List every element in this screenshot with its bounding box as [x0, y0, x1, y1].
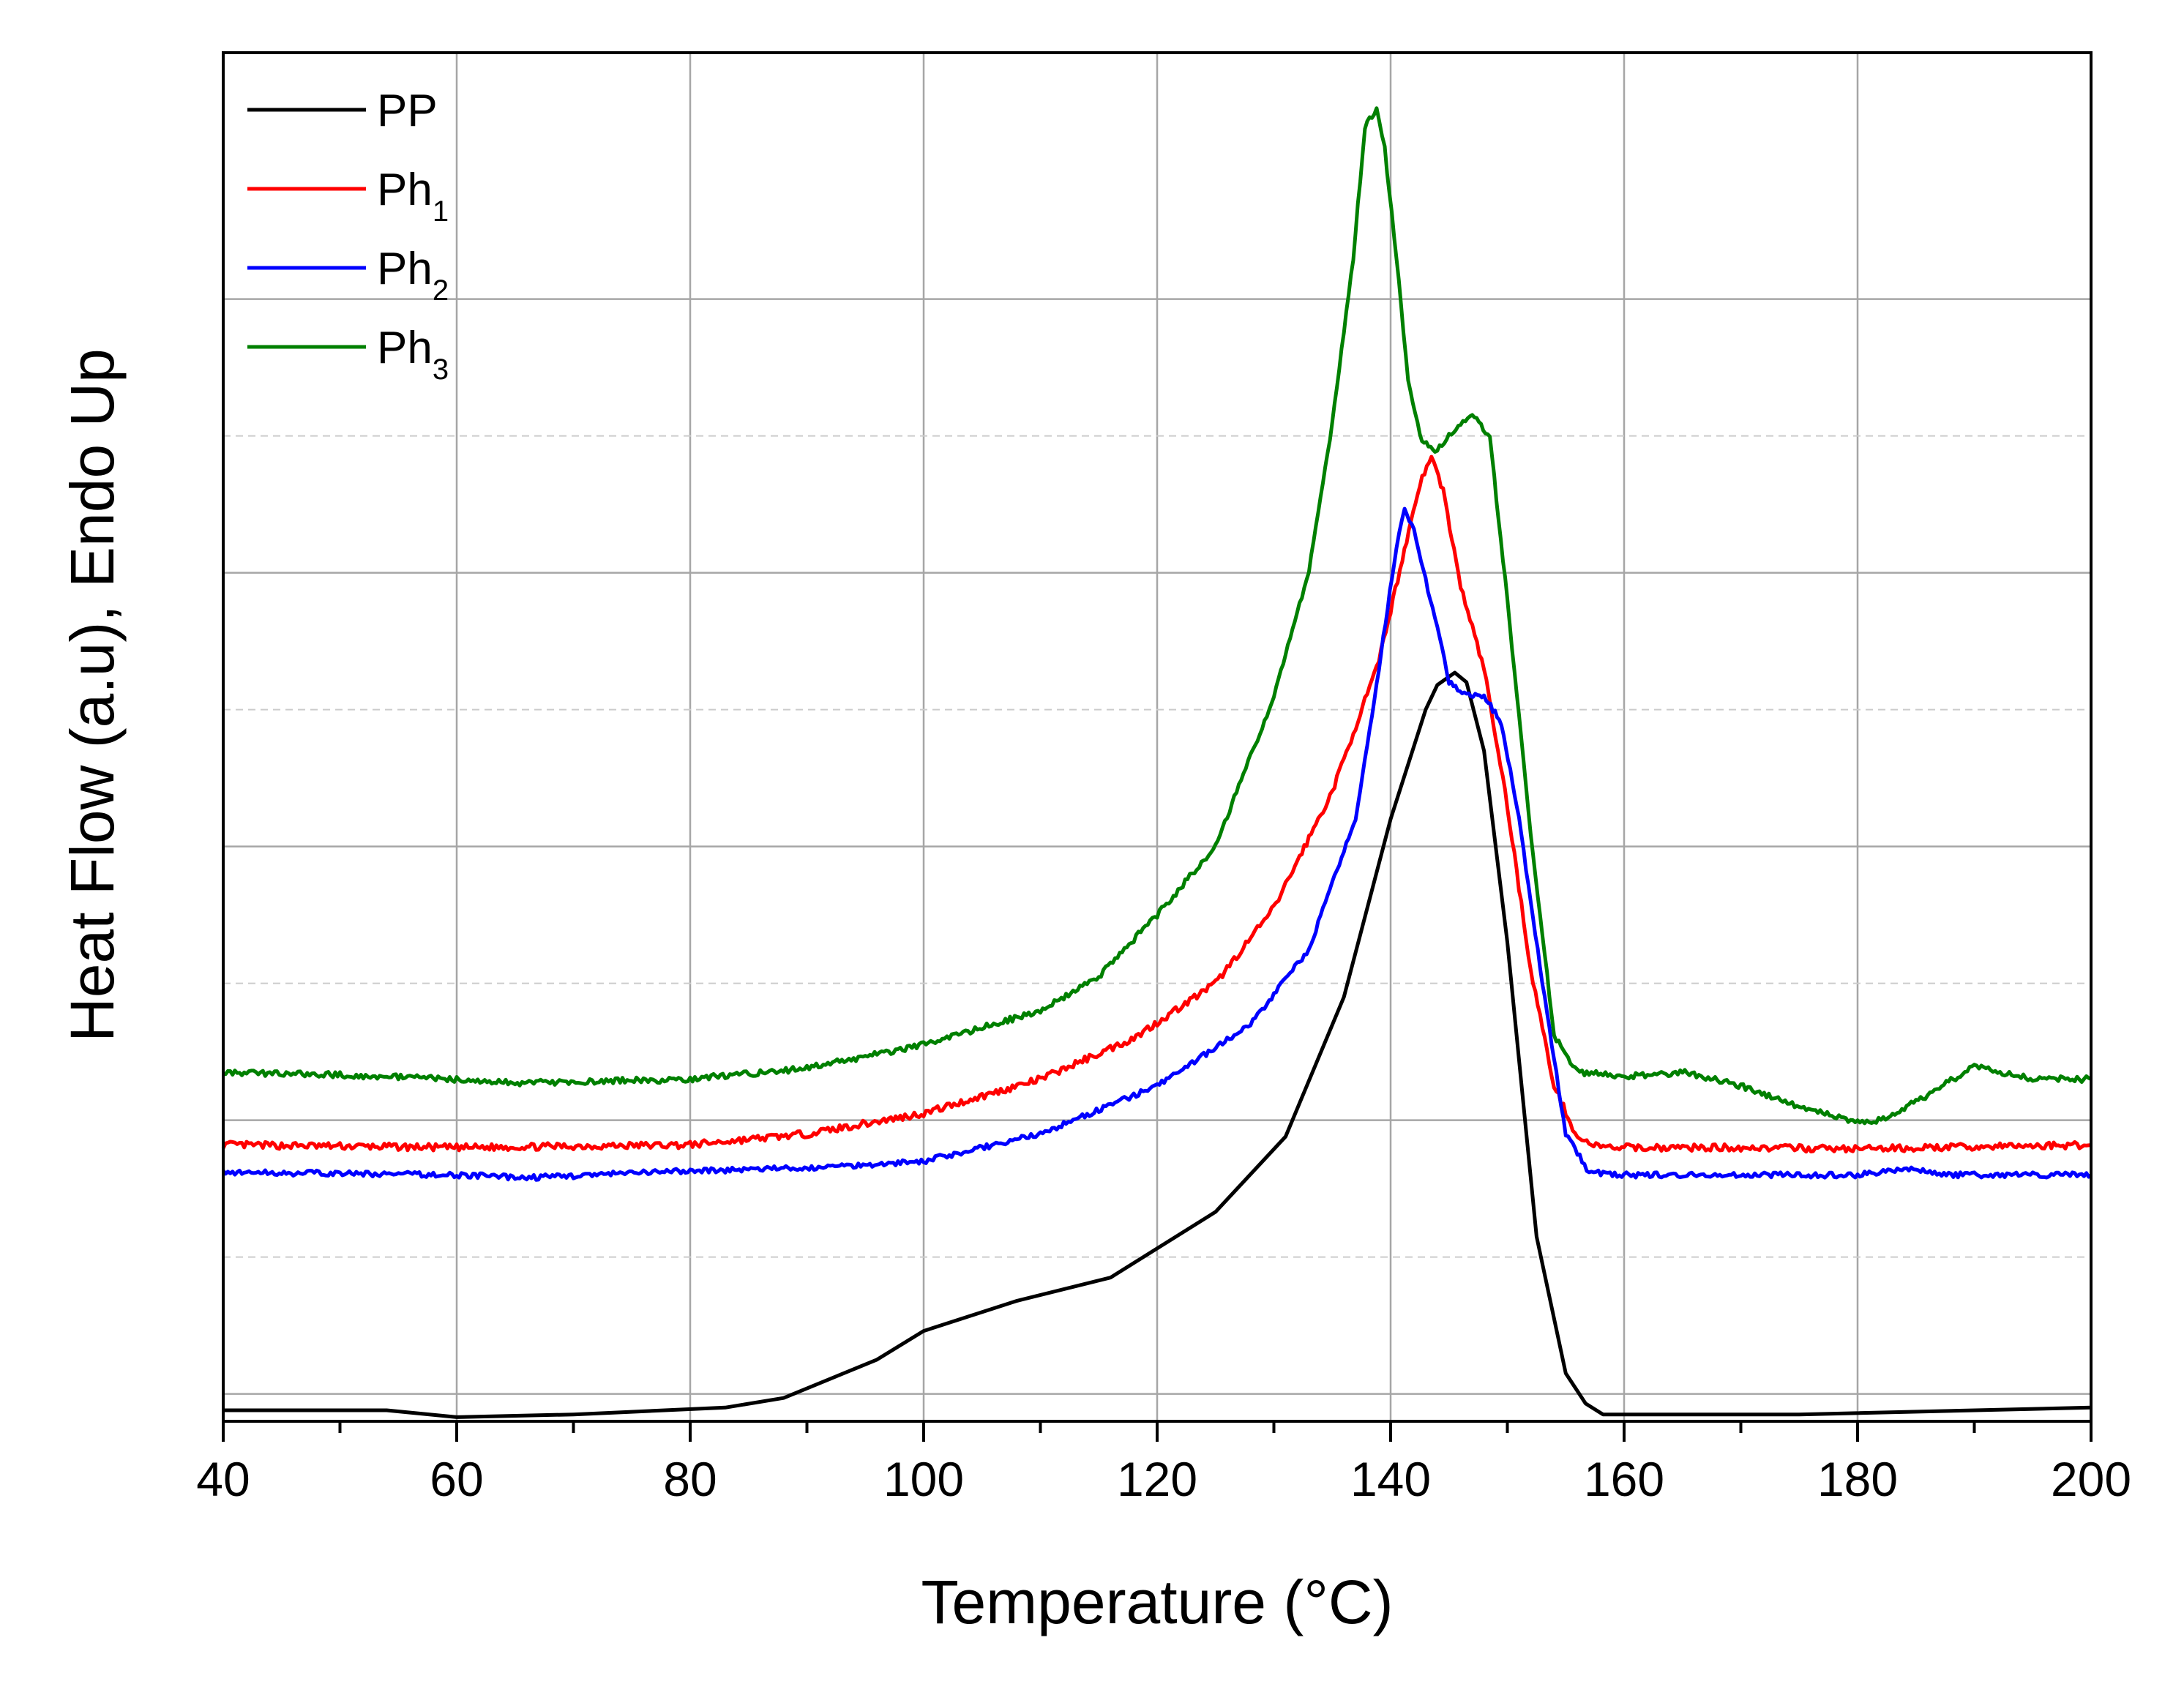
x-tick-label: 120: [1117, 1452, 1197, 1506]
x-tick-label: 180: [1817, 1452, 1898, 1506]
x-tick-label: 140: [1350, 1452, 1431, 1506]
x-axis-ticks: [222, 1421, 2093, 1442]
x-axis-tick-labels: 40 60 80 100 120 140 160 180 200: [196, 1452, 2131, 1506]
x-tick-label: 80: [663, 1452, 717, 1506]
x-tick-label: 100: [883, 1452, 964, 1506]
series-line-ph1: [221, 454, 2092, 1154]
series-line-ph2: [221, 506, 2093, 1182]
series-lines: [221, 106, 2093, 1419]
x-tick-label: 160: [1584, 1452, 1664, 1506]
legend-subscript: 2: [433, 274, 449, 307]
y-axis-title: Heat Flow (a.u), Endo Up: [58, 348, 127, 1042]
x-axis-title: Temperature (°C): [921, 1568, 1393, 1636]
legend-label-pp: PP: [377, 86, 438, 136]
legend-subscript: 1: [433, 195, 449, 228]
series-line-pp: [223, 670, 2092, 1419]
x-tick-label: 40: [196, 1452, 250, 1506]
x-tick-label: 200: [2051, 1452, 2131, 1506]
x-tick-label: 60: [430, 1452, 483, 1506]
series-line-ph3: [222, 106, 2093, 1126]
legend-subscript: 3: [433, 353, 449, 386]
grid: [223, 53, 2091, 1421]
